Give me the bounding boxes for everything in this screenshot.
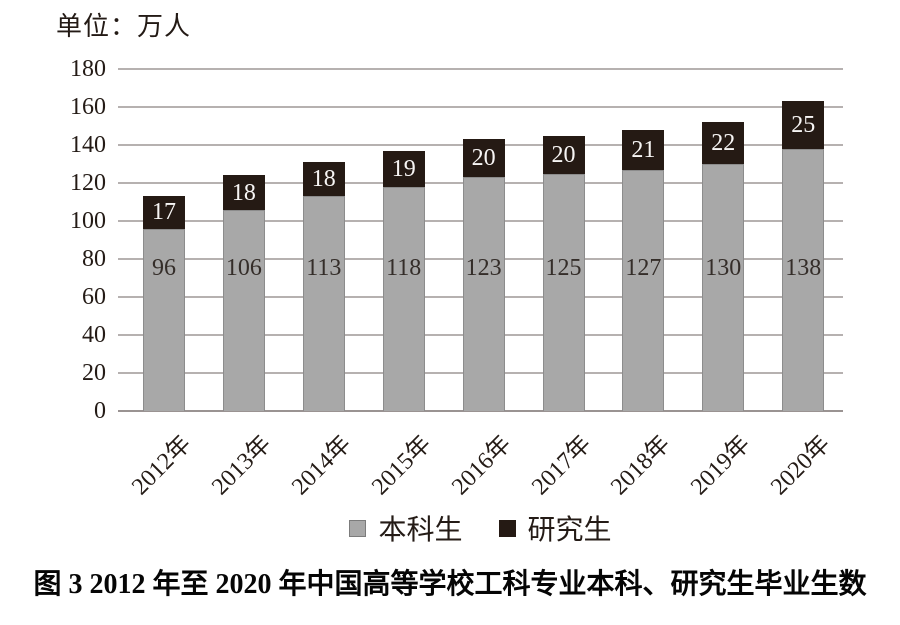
grad-segment: 20	[542, 135, 585, 174]
x-tick-label: 2020年	[766, 431, 836, 501]
grad-segment: 20	[462, 139, 505, 178]
x-tick-label: 2017年	[526, 431, 596, 501]
undergrad-value-label: 118	[386, 255, 422, 281]
x-tick-label: 2015年	[366, 431, 437, 501]
legend-item-grad: 研究生	[498, 508, 612, 548]
y-tick-label: 80	[82, 246, 106, 272]
legend-label-grad: 研究生	[527, 515, 612, 546]
undergrad-value-label: 96	[152, 255, 176, 281]
y-tick-label: 60	[82, 284, 106, 310]
bar-2016年: 20 123	[462, 139, 505, 411]
bar-2017年: 20 125	[542, 135, 585, 411]
grad-segment: 22	[702, 122, 745, 164]
x-tick-label: 2014年	[286, 431, 357, 501]
bar-2019年: 22 130	[702, 122, 745, 411]
bar-2013年: 18 106	[222, 175, 265, 411]
gridline	[118, 106, 843, 108]
bars: 17 96 18 106 18 113 19 118 20 123 20 125 21 127 22 130 2…	[118, 69, 843, 411]
undergrad-segment	[462, 177, 505, 411]
undergrad-segment	[782, 148, 825, 411]
grad-segment: 17	[143, 196, 185, 229]
undergrad-value-label: 130	[705, 255, 742, 281]
grad-segment: 18	[302, 162, 345, 197]
grad-segment: 25	[782, 101, 825, 149]
y-tick-label: 140	[70, 132, 106, 158]
undergrad-segment	[302, 196, 345, 411]
undergrad-value-label: 125	[545, 255, 582, 281]
undergrad-value-label: 106	[225, 255, 262, 281]
bar-2015年: 19 118	[382, 150, 425, 411]
undergrad-segment	[702, 164, 745, 411]
legend-item-undergrad: 本科生	[349, 508, 463, 548]
undergrad-value-label: 123	[465, 255, 502, 281]
undergrad-segment	[542, 173, 585, 411]
undergrad-segment	[622, 169, 665, 411]
undergrad-swatch-icon	[349, 519, 367, 537]
undergrad-segment	[222, 209, 265, 411]
bar-2020年: 25 138	[782, 101, 825, 411]
x-axis-line	[118, 410, 843, 412]
y-tick-label: 160	[70, 94, 106, 120]
y-axis-labels: 0 20 40 60 80 100 120 140 160 180	[20, 56, 106, 424]
y-tick-label: 20	[82, 360, 106, 386]
figure-caption: 图 3 2012 年至 2020 年中国高等学校工科专业本科、研究生毕业生数	[33, 569, 867, 600]
y-tick-label: 100	[70, 208, 106, 234]
grad-segment: 21	[622, 129, 665, 170]
x-tick-label: 2013年	[206, 431, 277, 501]
legend-label-undergrad: 本科生	[378, 515, 463, 546]
grad-segment: 19	[382, 150, 425, 187]
undergrad-segment	[143, 228, 185, 411]
y-tick-label: 0	[94, 398, 106, 424]
y-tick-label: 120	[70, 170, 106, 196]
legend: 本科生 研究生	[118, 508, 843, 548]
undergrad-segment	[382, 186, 425, 411]
bar-2018年: 21 127	[622, 129, 665, 411]
x-tick-label: 2019年	[686, 431, 756, 501]
x-tick-label: 2016年	[446, 431, 516, 501]
undergrad-value-label: 127	[625, 255, 662, 281]
grad-swatch-icon	[498, 519, 516, 537]
unit-label: 单位：万人	[56, 12, 192, 41]
y-tick-label: 40	[82, 322, 106, 348]
plot-area: 17 96 18 106 18 113 19 118 20 123 20 125 21 127 22 130 2…	[118, 68, 843, 412]
grad-segment: 18	[222, 175, 265, 210]
undergrad-value-label: 138	[785, 255, 822, 281]
y-tick-label: 180	[70, 56, 106, 82]
x-tick-label: 2012年	[127, 431, 197, 501]
x-tick-label: 2018年	[606, 431, 676, 501]
bar-2014年: 18 113	[302, 162, 345, 411]
bar-2012年: 17 96	[143, 196, 185, 411]
undergrad-value-label: 113	[306, 255, 342, 281]
gridline	[118, 68, 843, 70]
